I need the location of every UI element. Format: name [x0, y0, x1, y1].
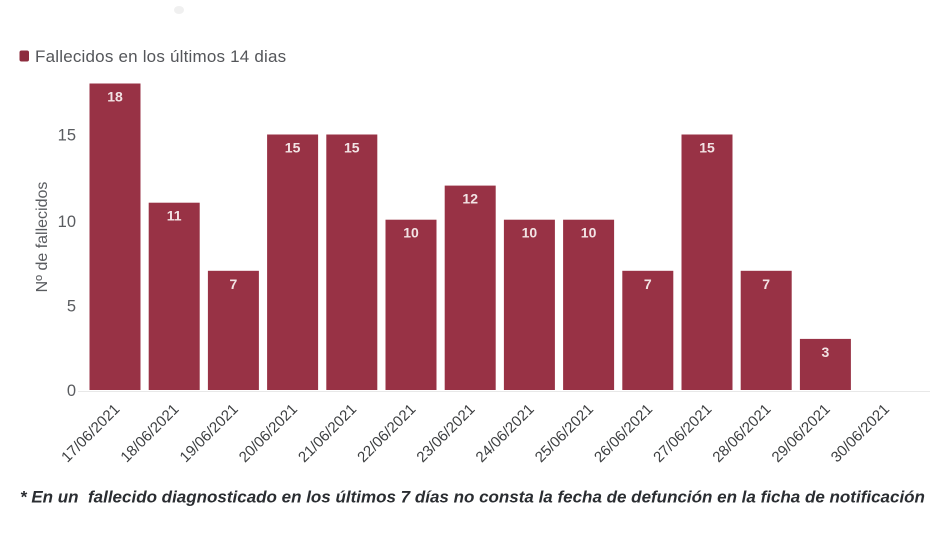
- svg-text:Nº de fallecidos: Nº de fallecidos: [34, 182, 51, 293]
- svg-text:23/06/2021: 23/06/2021: [413, 401, 478, 466]
- svg-text:15: 15: [699, 140, 715, 156]
- svg-text:15: 15: [285, 140, 301, 156]
- svg-text:18/06/2021: 18/06/2021: [117, 401, 182, 466]
- svg-text:19/06/2021: 19/06/2021: [177, 401, 242, 466]
- svg-text:10: 10: [403, 225, 419, 241]
- svg-text:15: 15: [58, 126, 76, 144]
- svg-text:29/06/2021: 29/06/2021: [769, 401, 834, 466]
- svg-text:Fallecidos en los últimos 14 d: Fallecidos en los últimos 14 dias: [35, 47, 286, 66]
- svg-text:10: 10: [58, 213, 76, 231]
- svg-text:24/06/2021: 24/06/2021: [473, 401, 538, 466]
- svg-text:27/06/2021: 27/06/2021: [650, 401, 715, 466]
- svg-text:28/06/2021: 28/06/2021: [709, 401, 774, 466]
- svg-text:7: 7: [644, 276, 652, 292]
- svg-text:30/06/2021: 30/06/2021: [828, 401, 893, 466]
- svg-text:10: 10: [522, 225, 538, 241]
- svg-text:21/06/2021: 21/06/2021: [295, 401, 360, 466]
- svg-text:15: 15: [344, 140, 360, 156]
- svg-text:12: 12: [462, 191, 478, 207]
- svg-text:0: 0: [67, 382, 76, 400]
- svg-text:18: 18: [107, 89, 123, 105]
- svg-text:26/06/2021: 26/06/2021: [591, 401, 656, 466]
- svg-text:5: 5: [67, 297, 76, 315]
- svg-text:17/06/2021: 17/06/2021: [58, 401, 123, 466]
- svg-text:20/06/2021: 20/06/2021: [236, 401, 301, 466]
- svg-text:22/06/2021: 22/06/2021: [354, 401, 419, 466]
- svg-text:* En un fallecido diagnostica: * En un fallecido diagnosticado en los ú…: [20, 488, 925, 507]
- svg-text:3: 3: [822, 344, 830, 360]
- svg-text:7: 7: [230, 276, 238, 292]
- svg-text:25/06/2021: 25/06/2021: [532, 401, 597, 466]
- svg-text:10: 10: [581, 225, 597, 241]
- svg-text:7: 7: [762, 276, 770, 292]
- svg-text:11: 11: [167, 208, 182, 224]
